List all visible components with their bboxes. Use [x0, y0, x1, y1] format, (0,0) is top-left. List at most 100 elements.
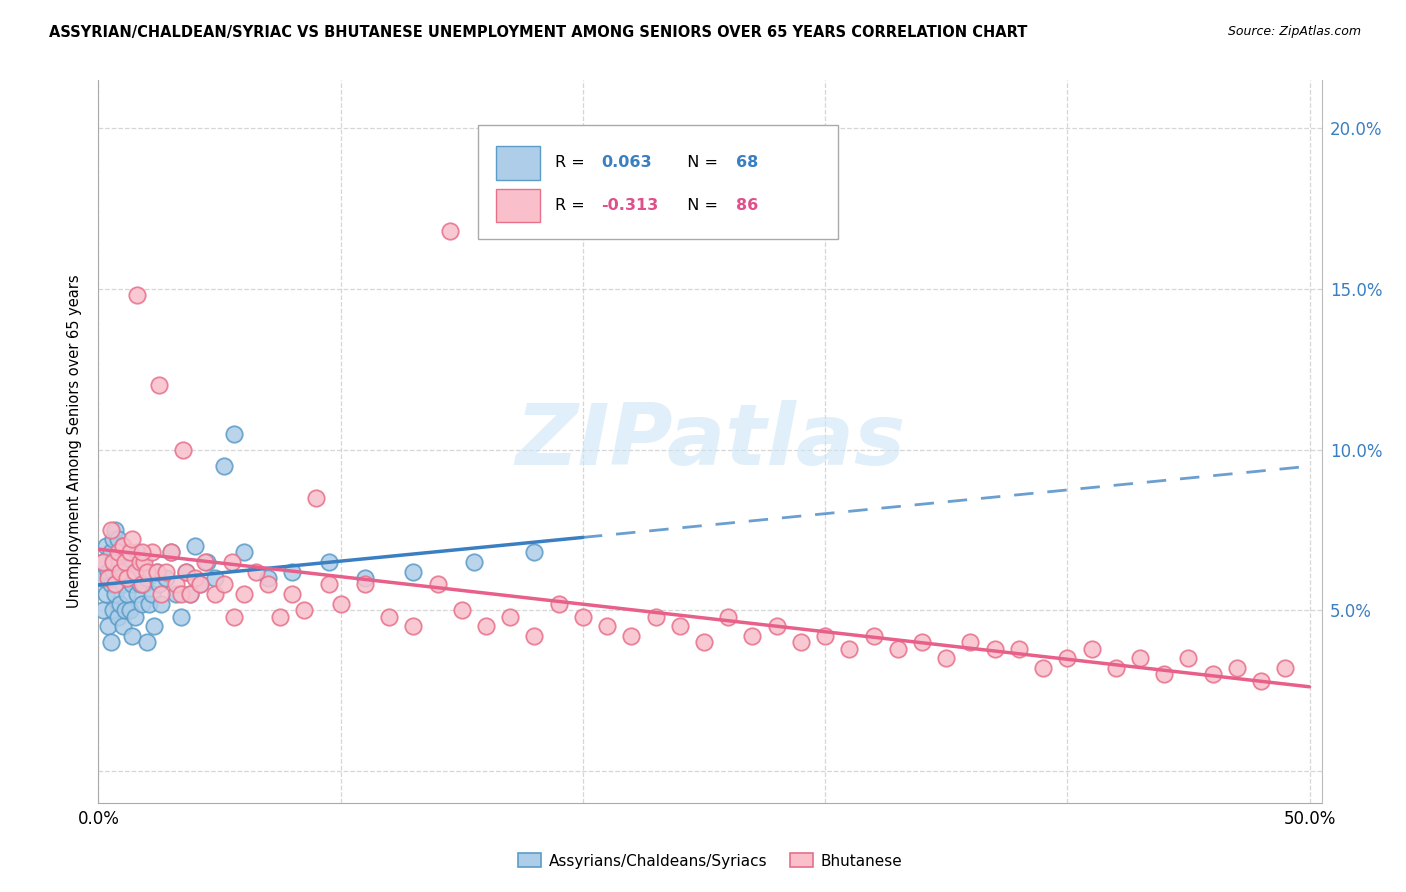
Point	[124, 565, 146, 579]
Point	[121, 629, 143, 643]
Point	[104, 587, 127, 601]
Point	[107, 571, 129, 585]
Point	[110, 565, 132, 579]
Point	[1226, 661, 1249, 675]
Point	[94, 587, 117, 601]
Point	[214, 458, 236, 473]
Text: N =: N =	[678, 198, 723, 213]
Point	[111, 577, 134, 591]
Point	[127, 288, 149, 302]
Point	[118, 545, 141, 559]
Point	[194, 555, 217, 569]
Point	[101, 603, 124, 617]
Point	[184, 571, 207, 585]
Point	[197, 555, 219, 569]
Point	[693, 635, 716, 649]
Point	[100, 545, 122, 559]
Point	[107, 533, 129, 547]
Point	[1153, 667, 1175, 681]
Point	[475, 619, 498, 633]
Point	[329, 597, 352, 611]
Point	[155, 571, 177, 585]
Point	[862, 629, 884, 643]
FancyBboxPatch shape	[496, 189, 540, 222]
Point	[124, 565, 146, 579]
Point	[141, 545, 163, 559]
Text: ZIPatlas: ZIPatlas	[515, 400, 905, 483]
Point	[717, 609, 740, 624]
Point	[121, 533, 143, 547]
Point	[131, 597, 153, 611]
Point	[644, 609, 666, 624]
Point	[117, 571, 139, 585]
Point	[174, 565, 197, 579]
Point	[170, 587, 193, 601]
Point	[281, 587, 304, 601]
Point	[101, 555, 124, 569]
Point	[257, 577, 280, 591]
Point	[1250, 673, 1272, 688]
Point	[184, 539, 207, 553]
Point	[97, 571, 120, 585]
Point	[281, 565, 304, 579]
Point	[838, 641, 860, 656]
Point	[214, 577, 236, 591]
Point	[100, 523, 122, 537]
Point	[110, 597, 132, 611]
Point	[128, 555, 150, 569]
Point	[111, 539, 134, 553]
Point	[179, 587, 201, 601]
Point	[790, 635, 813, 649]
Point	[292, 603, 315, 617]
Point	[104, 577, 127, 591]
Point	[1056, 651, 1078, 665]
Point	[204, 587, 226, 601]
Point	[499, 609, 522, 624]
Point	[222, 426, 245, 441]
Point	[935, 651, 957, 665]
Point	[1129, 651, 1152, 665]
Point	[131, 577, 153, 591]
Point	[127, 545, 149, 559]
Point	[94, 539, 117, 553]
Point	[188, 577, 211, 591]
Point	[107, 545, 129, 559]
Point	[354, 571, 377, 585]
Point	[111, 539, 134, 553]
Y-axis label: Unemployment Among Seniors over 65 years: Unemployment Among Seniors over 65 years	[67, 275, 83, 608]
Point	[354, 577, 377, 591]
Point	[402, 619, 425, 633]
FancyBboxPatch shape	[496, 146, 540, 179]
Text: Source: ZipAtlas.com: Source: ZipAtlas.com	[1227, 25, 1361, 38]
Point	[118, 603, 141, 617]
Point	[269, 609, 291, 624]
Point	[145, 565, 167, 579]
Point	[134, 555, 156, 569]
Text: R =: R =	[555, 198, 589, 213]
Point	[1080, 641, 1102, 656]
Point	[426, 577, 449, 591]
Point	[131, 555, 153, 569]
Point	[547, 597, 569, 611]
Point	[104, 555, 127, 569]
Point	[160, 545, 183, 559]
Point	[143, 619, 166, 633]
Point	[174, 565, 197, 579]
Point	[114, 603, 136, 617]
Point	[402, 565, 425, 579]
Point	[245, 565, 267, 579]
Point	[100, 577, 122, 591]
Text: 68: 68	[735, 155, 758, 170]
Text: R =: R =	[555, 155, 589, 170]
Point	[765, 619, 787, 633]
Point	[1274, 661, 1296, 675]
Point	[135, 571, 157, 585]
Text: 0.063: 0.063	[602, 155, 652, 170]
Point	[117, 587, 139, 601]
Point	[134, 577, 156, 591]
Point	[887, 641, 910, 656]
Point	[135, 565, 157, 579]
Text: N =: N =	[678, 155, 723, 170]
Point	[138, 597, 160, 611]
Point	[668, 619, 690, 633]
